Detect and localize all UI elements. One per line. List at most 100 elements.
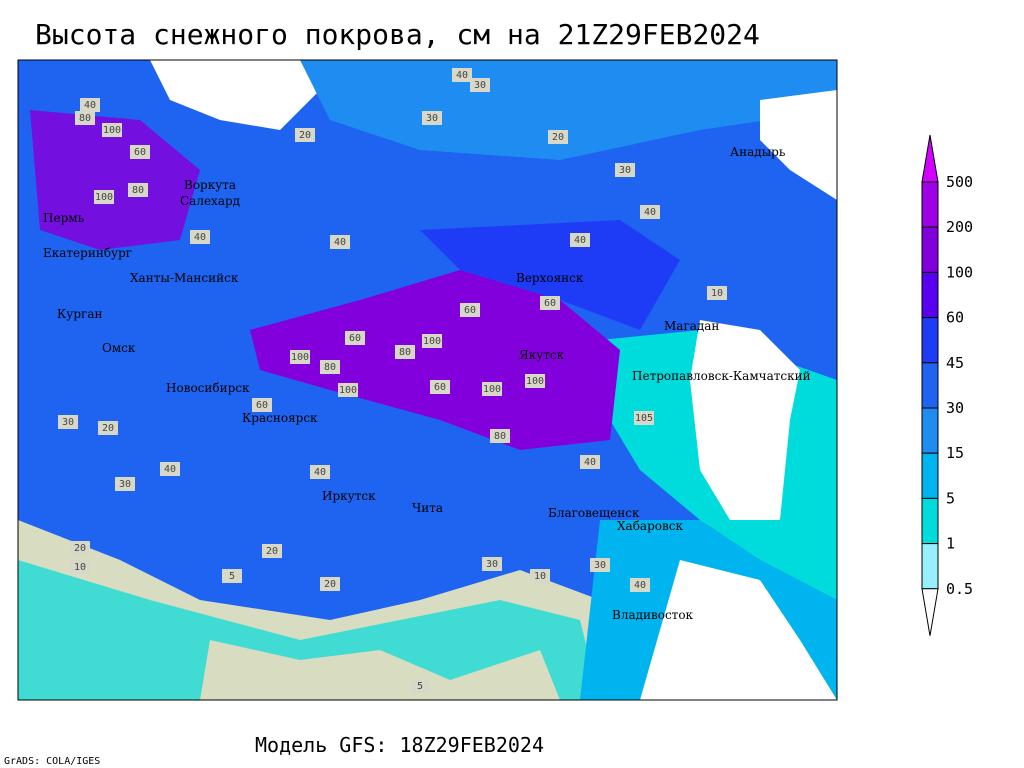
label-text: 40 xyxy=(314,467,326,478)
contour-label: 20 xyxy=(548,130,568,144)
label-text: 40 xyxy=(644,207,656,218)
label-text: 40 xyxy=(194,232,206,243)
legend-label: 5 xyxy=(946,489,955,507)
label-box xyxy=(252,398,272,412)
contour-label: 60 xyxy=(345,331,365,345)
label-box xyxy=(482,382,502,396)
label-text: 10 xyxy=(74,562,86,573)
label-box xyxy=(482,557,502,571)
label-box xyxy=(130,145,150,159)
contour-label: 20 xyxy=(98,421,118,435)
legend-label: 0.5 xyxy=(946,580,973,598)
legend-label: 15 xyxy=(946,444,964,462)
label-text: 60 xyxy=(349,333,361,344)
label-text: 5 xyxy=(229,571,235,582)
contour-label: 20 xyxy=(320,577,340,591)
legend-arrow-bottom xyxy=(921,588,939,636)
city-labels: Воркута Салехард Пермь Екатеринбург Хант… xyxy=(43,145,811,622)
label-box xyxy=(580,455,600,469)
city: Воркута xyxy=(184,178,236,192)
label-box xyxy=(640,205,660,219)
label-box xyxy=(310,465,330,479)
city: Анадырь xyxy=(730,145,786,159)
label-box xyxy=(525,374,545,388)
label-text: 40 xyxy=(456,70,468,81)
label-box xyxy=(395,345,415,359)
legend-swatch xyxy=(921,362,939,409)
label-text: 5 xyxy=(417,681,423,692)
label-text: 40 xyxy=(634,580,646,591)
contour-label: 100 xyxy=(422,334,442,348)
credit: GrADS: COLA/IGES xyxy=(4,756,100,767)
city: Иркутск xyxy=(322,489,376,503)
label-text: 40 xyxy=(584,457,596,468)
legend-arrow-top xyxy=(921,134,939,183)
label-text: 80 xyxy=(399,347,411,358)
contour-label: 5 xyxy=(222,569,242,583)
city: Новосибирск xyxy=(166,381,250,395)
label-box xyxy=(570,233,590,247)
contour-label: 40 xyxy=(330,235,350,249)
contour-label: 40 xyxy=(570,233,590,247)
label-box xyxy=(634,411,654,425)
label-text: 30 xyxy=(486,559,498,570)
contour-label: 10 xyxy=(70,560,90,574)
label-box xyxy=(430,380,450,394)
label-box xyxy=(615,163,635,177)
label-box xyxy=(452,68,472,82)
label-box xyxy=(470,78,490,92)
label-box xyxy=(290,350,310,364)
label-text: 20 xyxy=(299,130,311,141)
label-box xyxy=(94,190,114,204)
label-box xyxy=(320,577,340,591)
label-text: 60 xyxy=(134,147,146,158)
legend-label: 30 xyxy=(946,399,964,417)
label-text: 10 xyxy=(534,571,546,582)
label-text: 100 xyxy=(95,192,113,203)
city: Якутск xyxy=(519,348,565,362)
label-text: 100 xyxy=(103,125,121,136)
contour-labels: 40 30 30 20 40 80 100 60 80 100 40 40 80 100 60 100 80 60… xyxy=(58,68,727,693)
contour-label: 40 xyxy=(80,98,100,112)
label-box xyxy=(422,334,442,348)
label-text: 30 xyxy=(594,560,606,571)
label-box xyxy=(345,331,365,345)
label-box xyxy=(540,296,560,310)
label-text: 80 xyxy=(132,185,144,196)
contour-label: 20 xyxy=(262,544,282,558)
label-text: 30 xyxy=(426,113,438,124)
city: Магадан xyxy=(664,319,719,333)
contour-label: 80 xyxy=(395,345,415,359)
contour-label: 100 xyxy=(102,123,122,137)
contour-label: 60 xyxy=(430,380,450,394)
legend: 500 200 100 60 45 30 15 5 1 0.5 xyxy=(921,134,973,636)
contour-label: 40 xyxy=(630,578,650,592)
contour-label: 60 xyxy=(540,296,560,310)
legend-label: 500 xyxy=(946,173,973,191)
contour-label: 60 xyxy=(130,145,150,159)
legend-label: 60 xyxy=(946,309,964,327)
city: Благовещенск xyxy=(548,506,640,520)
label-box xyxy=(190,230,210,244)
label-text: 80 xyxy=(324,362,336,373)
label-box xyxy=(530,569,550,583)
label-box xyxy=(102,123,122,137)
contour-label: 60 xyxy=(460,303,480,317)
legend-swatch xyxy=(921,271,939,319)
model-caption: Модель GFS: 18Z29FEB2024 xyxy=(255,733,544,757)
contour-label: 20 xyxy=(70,541,90,555)
title: Высота снежного покрова, см на 21Z29FEB2… xyxy=(35,18,760,51)
label-box xyxy=(548,130,568,144)
label-box xyxy=(262,544,282,558)
city: Курган xyxy=(57,307,102,321)
label-text: 100 xyxy=(291,352,309,363)
contour-label: 100 xyxy=(94,190,114,204)
contour-label: 40 xyxy=(310,465,330,479)
label-text: 80 xyxy=(494,431,506,442)
contour-label: 105 xyxy=(634,411,654,425)
legend-swatch xyxy=(921,407,939,454)
label-box xyxy=(460,303,480,317)
legend-label: 1 xyxy=(946,535,955,553)
label-text: 40 xyxy=(164,464,176,475)
